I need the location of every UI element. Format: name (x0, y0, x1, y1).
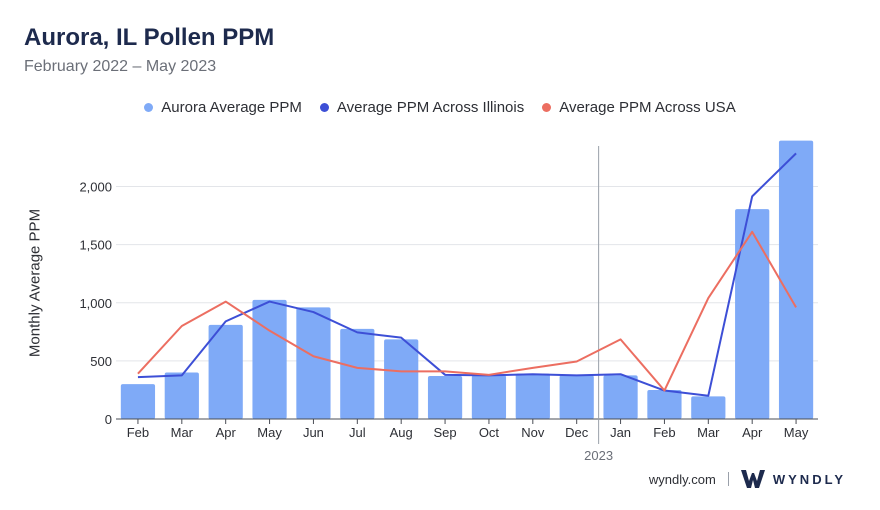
bar-aurora (296, 307, 331, 419)
x-tick-label: May (784, 425, 809, 440)
x-tick-label: Apr (742, 425, 763, 440)
bar-aurora (647, 389, 682, 419)
bar-aurora (515, 373, 550, 419)
legend-item-aurora[interactable]: Aurora Average PPM (144, 99, 302, 116)
bar-aurora (208, 324, 243, 419)
y-tick-label: 0 (105, 412, 112, 427)
y-tick-label: 500 (90, 354, 112, 369)
x-tick-label: Nov (521, 425, 545, 440)
bar-aurora (778, 140, 814, 420)
x-tick-label: May (257, 425, 282, 440)
x-tick-label: Jul (349, 425, 366, 440)
x-tick-label: Dec (565, 425, 589, 440)
legend-swatch-aurora (144, 103, 154, 112)
x-tick-label: Apr (216, 425, 237, 440)
legend-swatch-illinois (319, 103, 329, 112)
y-tick-label: 1,000 (79, 296, 112, 311)
x-tick-label: Sep (433, 425, 456, 440)
x-tick-label: Jan (610, 425, 631, 440)
legend-label-illinois: Average PPM Across Illinois (336, 99, 525, 116)
x-tick-label: Jun (303, 425, 324, 440)
legend-item-illinois[interactable]: Average PPM Across Illinois (319, 99, 525, 116)
legend-item-usa[interactable]: Average PPM Across USA (542, 99, 736, 116)
bar-aurora (120, 384, 156, 419)
legend-label-aurora: Aurora Average PPM (161, 99, 302, 116)
series-line-usa (137, 230, 797, 392)
legend-label-usa: Average PPM Across USA (559, 99, 736, 116)
bar-aurora (164, 372, 199, 419)
chart-legend: Aurora Average PPM Average PPM Across Il… (0, 99, 880, 116)
x-tick-label: Mar (171, 425, 194, 440)
bar-aurora (340, 328, 375, 419)
bar-aurora (559, 375, 594, 419)
bar-aurora (252, 299, 287, 419)
x-tick-label: Feb (127, 425, 149, 440)
footer-divider (727, 472, 729, 486)
footer-site-link[interactable]: wyndly.com (648, 471, 716, 487)
y-tick-label: 1,500 (79, 238, 112, 253)
legend-swatch-usa (542, 103, 552, 112)
bar-aurora (691, 396, 726, 419)
brand-logo[interactable]: WYNDLY (740, 470, 846, 488)
year-divider-label: 2023 (584, 448, 613, 463)
bar-aurora (603, 375, 638, 419)
footer: wyndly.com WYNDLY (649, 470, 846, 488)
wyndly-logo-icon (740, 470, 765, 488)
bar-aurora (735, 209, 770, 419)
x-tick-label: Mar (697, 425, 720, 440)
brand-name: WYNDLY (772, 471, 846, 487)
bar-aurora (384, 339, 419, 419)
x-tick-label: Aug (390, 425, 413, 440)
y-tick-label: 2,000 (79, 180, 112, 195)
series-line-illinois (137, 152, 797, 397)
bar-aurora (471, 375, 507, 419)
x-tick-label: Feb (653, 425, 675, 440)
bar-aurora (427, 375, 463, 419)
chart-title: Aurora, IL Pollen PPM (24, 24, 275, 51)
chart-subtitle: February 2022 – May 2023 (24, 58, 217, 75)
x-tick-label: Oct (479, 425, 500, 440)
